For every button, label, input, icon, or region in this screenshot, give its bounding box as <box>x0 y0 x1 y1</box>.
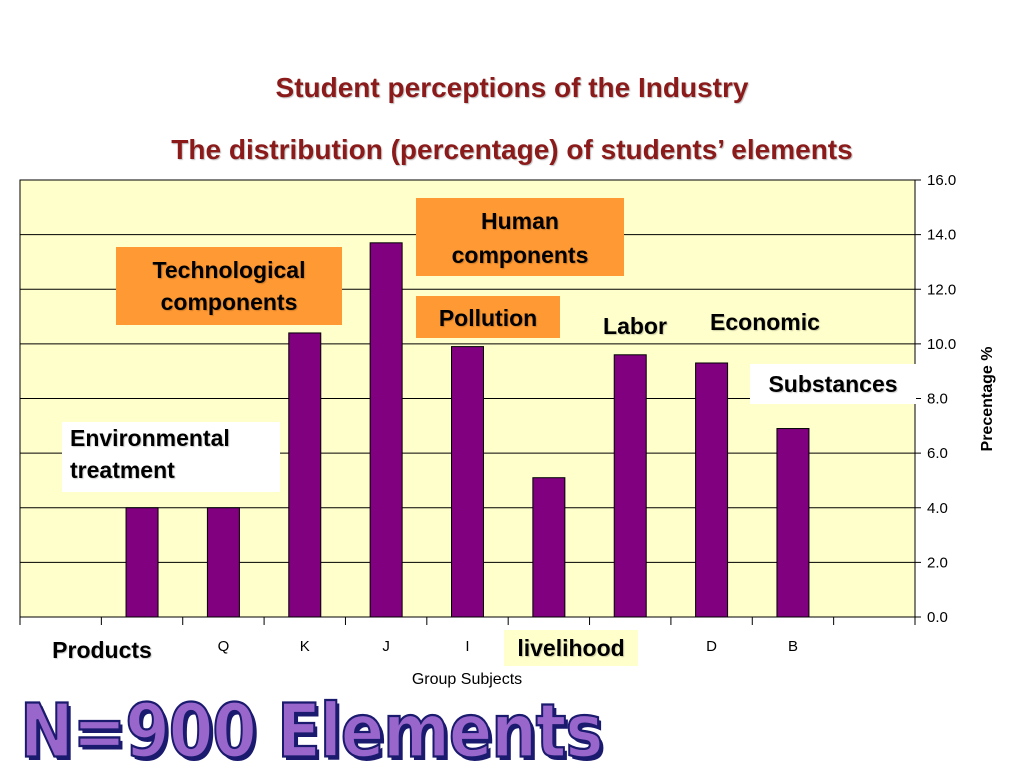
bar-J <box>369 242 403 618</box>
x-tick-label: I <box>465 638 469 655</box>
y-axis-label: Precentage % <box>979 347 996 452</box>
x-tick-label: K <box>300 638 310 655</box>
callout-environmental-treatment: Environmental treatment <box>62 422 280 492</box>
y-tick-label: 8.0 <box>927 391 948 408</box>
y-tick-label: 4.0 <box>927 500 948 517</box>
x-tick-label: D <box>706 638 717 655</box>
callout-pollution: Pollution <box>416 296 560 338</box>
bar-K <box>288 332 322 618</box>
chart-title: Student perceptions of the Industry <box>275 72 749 103</box>
bar-item-6 <box>532 477 566 618</box>
callout-livelihood: livelihood <box>504 630 638 666</box>
callout-economic: Economic <box>710 309 820 335</box>
bar-L <box>125 507 159 618</box>
callout-technological-components: Technological components <box>116 247 342 325</box>
bar-D <box>695 362 729 618</box>
callout-labor: Labor <box>603 313 667 339</box>
y-tick-label: 6.0 <box>927 445 948 462</box>
x-axis-label: Group Subjects <box>412 671 522 688</box>
y-tick-label: 14.0 <box>927 227 956 244</box>
y-tick-label: 12.0 <box>927 281 956 298</box>
chart-subtitle: The distribution (percentage) of student… <box>171 134 853 165</box>
y-tick-label: 0.0 <box>927 609 948 626</box>
y-tick-label: 16.0 <box>927 172 956 189</box>
bar-Q <box>206 507 240 618</box>
y-tick-label: 10.0 <box>927 336 956 353</box>
y-tick-label: 2.0 <box>927 554 948 571</box>
sample-size-banner: N=900 Elements <box>19 689 604 775</box>
callout-human-components: Human components <box>416 198 624 276</box>
bar-I <box>451 346 484 618</box>
bar-B <box>776 428 810 618</box>
callout-products: Products <box>36 634 168 668</box>
x-tick-label: B <box>788 638 798 655</box>
callout-substances: Substances <box>750 364 916 404</box>
x-tick-label: J <box>382 638 390 655</box>
bar-item-7 <box>613 354 647 618</box>
x-tick-label: Q <box>218 638 230 655</box>
